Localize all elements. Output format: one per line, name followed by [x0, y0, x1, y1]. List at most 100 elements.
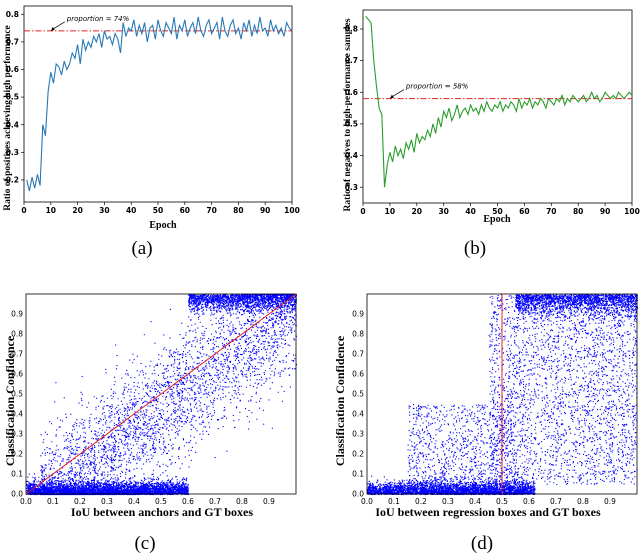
chart-c-plot: 0.0 0.1 0.2 0.3 0.4 0.5 0.6 0.7 0.8 0.9 0.0 0.1 0.2 0…: [11, 293, 297, 506]
chart-b-xlabel: Epoch: [483, 214, 511, 225]
chart-d-plot: 0.0 0.1 0.2 0.3 0.4 0.5 0.6 0.7 0.8 0.9 0.0 0.1 0.2 0…: [352, 293, 639, 506]
caption-b: (b): [463, 238, 487, 259]
caption-d: (d): [470, 533, 494, 554]
x-tick-label: 90: [260, 206, 270, 215]
diagonal-reference-line: [25, 293, 297, 495]
x-tick-label: 0.8: [236, 497, 248, 506]
y-tick-label: 0.2: [11, 450, 23, 459]
x-tick-label: 0.2: [74, 497, 86, 506]
chart-a-xlabel: Epoch: [149, 220, 177, 230]
x-tick-label: 20: [412, 207, 422, 216]
y-tick-label: 0.2: [352, 450, 364, 459]
y-tick-label: 0.7: [11, 350, 23, 359]
y-tick-label: 0.7: [345, 56, 358, 65]
y-tick-label: 0.5: [345, 120, 358, 129]
y-tick-label: 0.5: [352, 390, 364, 399]
x-tick-label: 10: [46, 206, 56, 215]
y-tick-label: 0.7: [6, 37, 19, 46]
y-tick-label: 0.4: [345, 151, 358, 160]
y-tick-label: 0.4: [352, 410, 364, 419]
chart-b-ylabel: Ratio of negatives to high-performance s…: [343, 18, 353, 211]
x-tick-label: 20: [72, 206, 82, 215]
x-tick-label: 100: [284, 206, 300, 215]
x-tick-label: 0.0: [20, 497, 32, 506]
y-tick-label: 0.8: [352, 330, 364, 339]
axes-frame: [362, 9, 633, 204]
chart-c: 0.0 0.1 0.2 0.3 0.4 0.5 0.6 0.7 0.8 0.9 0.0 0.1 0.2 0…: [3, 293, 297, 519]
series-line: [365, 15, 633, 188]
chart-d: 0.0 0.1 0.2 0.3 0.4 0.5 0.6 0.7 0.8 0.9 0.0 0.1 0.2 0…: [333, 293, 639, 519]
x-tick-label: 0: [21, 206, 26, 215]
y-tick-label: 0.6: [352, 370, 364, 379]
y-tick-label: 0.5: [6, 93, 19, 102]
x-tick-label: 100: [624, 207, 640, 216]
y-tick-label: 0.8: [11, 330, 23, 339]
x-tick-label: 0: [360, 207, 365, 216]
x-tick-label: 90: [600, 207, 610, 216]
y-tick-label: 0.4: [6, 120, 19, 129]
y-tick-label: 0.2: [6, 176, 19, 185]
x-tick-label: 30: [99, 206, 109, 215]
y-tick-label: 0.5: [11, 390, 23, 399]
x-tick-label: 0.9: [604, 497, 616, 506]
x-tick-label: 0.6: [182, 497, 194, 506]
x-tick-label: 30: [438, 207, 448, 216]
x-tick-label: 70: [546, 207, 556, 216]
annotation-arrowhead: [50, 26, 55, 31]
axes-frame: [25, 293, 297, 495]
x-tick-label: 0.8: [577, 497, 589, 506]
caption-c: (c): [134, 533, 156, 554]
x-tick-label: 0.6: [523, 497, 535, 506]
scatter-points: [367, 294, 639, 496]
chart-a-ylabel: Ratio of positives achieving high perfor…: [3, 25, 13, 211]
annotation-label: proportion = 58%: [405, 83, 469, 91]
chart-d-ylabel: Classification Confidence: [333, 335, 347, 466]
y-tick-label: 0.9: [11, 310, 23, 319]
x-tick-label: 0.9: [263, 497, 275, 506]
x-tick-label: 0.3: [442, 497, 454, 506]
x-tick-label: 0.1: [47, 497, 59, 506]
y-tick-label: 0.4: [11, 410, 23, 419]
x-tick-label: 10: [385, 207, 395, 216]
x-tick-label: 70: [206, 206, 216, 215]
x-tick-label: 50: [492, 207, 502, 216]
y-tick-label: 0.1: [11, 470, 23, 479]
scatter-points: [26, 294, 297, 496]
chart-d-xlabel: IoU between regression boxes and GT boxe…: [375, 505, 601, 519]
y-tick-label: 0.9: [352, 310, 364, 319]
x-tick-label: 60: [519, 207, 529, 216]
chart-b: 0 10 20 30 40 50 60 70 80 90 100 0.3 0.4 0.5 0.6 0.7 0.8…: [343, 9, 640, 225]
x-tick-label: 0.2: [415, 497, 427, 506]
y-tick-label: 0.3: [352, 430, 364, 439]
x-tick-label: 50: [153, 206, 163, 215]
y-tick-label: 0.6: [345, 88, 358, 97]
y-tick-label: 0.8: [6, 10, 19, 19]
x-tick-label: 60: [180, 206, 190, 215]
chart-c-ylabel: Classification Confidence: [3, 335, 17, 466]
x-tick-label: 0.7: [209, 497, 221, 506]
chart-a: 0 10 20 30 40 50 60 70 80 90 100 0.2 0.3 0.4 0.5 0.6 0.7…: [3, 5, 300, 230]
x-tick-label: 0.7: [550, 497, 562, 506]
x-tick-label: 0.5: [155, 497, 167, 506]
x-tick-label: 80: [233, 206, 243, 215]
y-tick-label: 0.3: [11, 430, 23, 439]
annotation-arrowhead: [389, 94, 394, 99]
series-line: [26, 16, 293, 192]
annotation-label: proportion = 74%: [66, 15, 130, 23]
y-tick-label: 0.8: [345, 25, 358, 34]
y-tick-label: 0.6: [6, 65, 19, 74]
y-tick-label: 0.3: [345, 183, 358, 192]
x-tick-label: 0.0: [361, 497, 373, 506]
y-tick-label: 0.0: [352, 490, 364, 499]
x-tick-label: 0.5: [496, 497, 508, 506]
x-tick-label: 0.3: [101, 497, 113, 506]
chart-b-plot: 0 10 20 30 40 50 60 70 80 90 100 0.3 0.4 0.5 0.6 0.7 0.8…: [345, 9, 640, 216]
y-tick-label: 0.6: [11, 370, 23, 379]
chart-c-xlabel: IoU between anchors and GT boxes: [71, 505, 253, 519]
x-tick-label: 0.1: [388, 497, 400, 506]
x-tick-label: 80: [573, 207, 583, 216]
y-tick-label: 0.0: [11, 490, 23, 499]
annotation-arrow: [51, 21, 65, 31]
x-tick-label: 0.4: [128, 497, 140, 506]
annotation-arrow: [390, 89, 405, 98]
